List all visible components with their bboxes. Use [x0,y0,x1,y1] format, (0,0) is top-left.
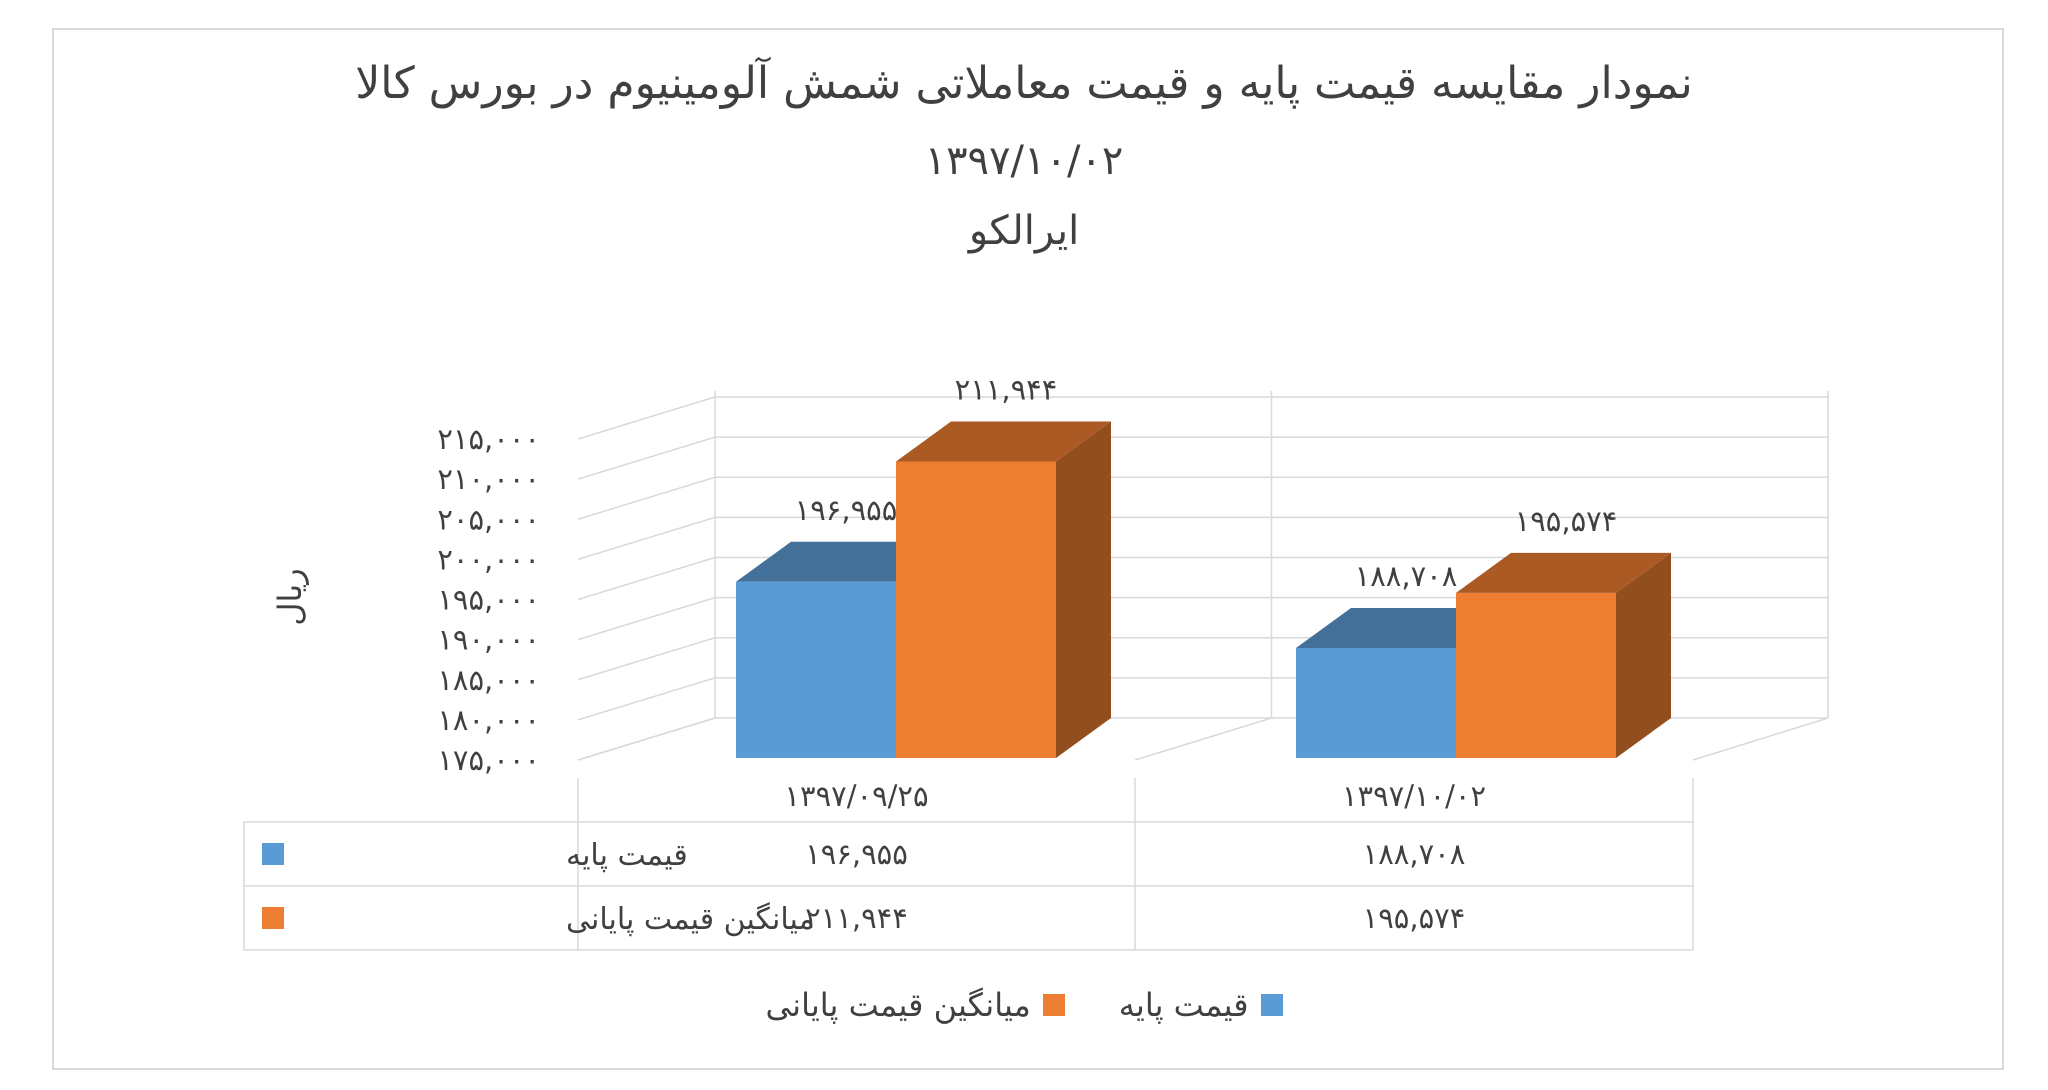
bar-top [896,421,1111,462]
table-cell-value: ۱۸۸,۷۰۸ [1363,837,1466,871]
x-category-label: ۱۳۹۷/۰۹/۲۵ [784,779,928,813]
bar-front [1456,592,1616,758]
table-cell-value: ۱۹۶,۹۵۵ [805,837,908,871]
bar-side [1616,552,1671,758]
legend: قیمت پایه میانگین قیمت پایانی [0,986,2048,1024]
x-category-label: ۱۳۹۷/۱۰/۰۲ [1342,779,1486,813]
gridline-side [577,516,716,561]
floor-edge [1134,717,1272,761]
legend-label: قیمت پایه [1118,986,1249,1024]
data-label: ۲۱۱,۹۴۴ [955,373,1058,407]
chart-subtitle-company: ایرالکو [968,208,1080,254]
data-label: ۱۹۶,۹۵۵ [795,493,898,527]
table-cell-value: ۱۹۵,۵۷۴ [1363,901,1466,935]
legend-label: میانگین قیمت پایانی [765,986,1031,1024]
table-series-name: میانگین قیمت پایانی [566,902,815,937]
y-tick-label: ۲۱۵,۰۰۰ [437,422,540,456]
y-tick-label: ۱۹۵,۰۰۰ [437,583,540,617]
y-tick-label: ۲۰۵,۰۰۰ [437,502,540,536]
bar-front [896,461,1056,758]
table-series-swatch [262,843,284,865]
y-tick-label: ۲۱۰,۰۰۰ [437,462,540,496]
chart-subtitle-date: ۱۳۹۷/۱۰/۰۲ [924,138,1124,184]
legend-swatch [1042,994,1065,1016]
gridline-side [577,476,716,520]
bar-side [1056,421,1111,758]
legend-item: میانگین قیمت پایانی [766,986,1065,1024]
y-tick-label: ۱۸۵,۰۰۰ [437,663,540,697]
data-label: ۱۸۸,۷۰۸ [1355,559,1458,593]
gridline-side [577,637,716,681]
y-tick-label: ۱۹۰,۰۰۰ [437,623,540,657]
gridline-side [577,596,716,641]
gridline-side [577,396,716,440]
legend-item: قیمت پایه [1119,986,1283,1024]
gridline-side [577,436,716,480]
table-cell-value: ۲۱۱,۹۴۴ [805,901,908,935]
table-series-name: قیمت پایه [566,838,688,873]
gridline-side [577,677,716,721]
legend-swatch [1260,994,1283,1016]
y-tick-label: ۱۷۵,۰۰۰ [437,743,540,777]
bar-front [1296,647,1456,758]
gridline-side [577,556,716,601]
bar-front [736,581,896,758]
bar-top [1456,552,1671,593]
chart-title: نمودار مقایسه قیمت پایه و قیمت معاملاتی … [355,58,1693,109]
table-series-swatch [262,907,284,929]
floor-edge [577,717,716,761]
data-label: ۱۹۵,۵۷۴ [1515,504,1618,538]
y-tick-label: ۱۸۰,۰۰۰ [437,703,540,737]
floor-edge [1692,717,1829,761]
y-tick-label: ۲۰۰,۰۰۰ [437,542,540,576]
